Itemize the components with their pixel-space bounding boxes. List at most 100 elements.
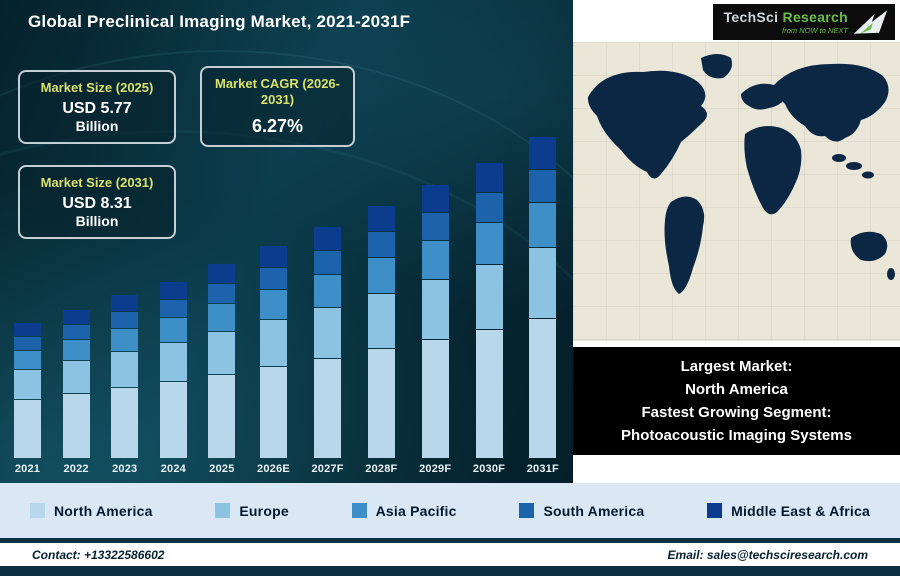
legend-swatch-icon bbox=[707, 503, 723, 518]
legend-label: Asia Pacific bbox=[375, 502, 457, 519]
bar-segment-europe bbox=[159, 343, 187, 381]
footer-bar bbox=[0, 566, 900, 576]
continent-south-america bbox=[664, 196, 705, 294]
legend-item-middle-east-africa: Middle East & Africa bbox=[707, 503, 870, 519]
island bbox=[846, 162, 862, 170]
stacked-bar bbox=[208, 264, 236, 458]
stat-label: Market Size (2031) bbox=[40, 175, 154, 190]
x-axis-label: 2026E bbox=[257, 463, 290, 475]
bar-column-2021: 2021 bbox=[14, 323, 41, 475]
bar-segment-asia-pacific bbox=[14, 351, 41, 369]
bar-segment-middle-east-africa bbox=[111, 295, 139, 311]
x-axis-label: 2028F bbox=[365, 463, 398, 475]
bar-segment-north-america bbox=[259, 367, 287, 458]
stacked-bar bbox=[421, 185, 449, 458]
bar-segment-middle-east-africa bbox=[421, 185, 449, 212]
chart-legend: North America Europe Asia Pacific South Ame… bbox=[0, 483, 900, 538]
highlight-line: North America bbox=[685, 380, 788, 398]
bar-column-2023: 2023 bbox=[111, 295, 139, 475]
bar-segment-europe bbox=[475, 265, 503, 329]
continent-asia bbox=[773, 63, 889, 142]
legend-swatch-icon bbox=[30, 503, 45, 518]
stacked-bar bbox=[475, 163, 503, 458]
legend-swatch-icon bbox=[351, 503, 367, 518]
bar-segment-north-america bbox=[111, 388, 139, 458]
stat-unit: Billion bbox=[75, 213, 119, 230]
x-axis-label: 2030F bbox=[472, 463, 506, 475]
bar-segment-asia-pacific bbox=[529, 203, 557, 247]
bar-segment-europe bbox=[529, 248, 557, 318]
bar-segment-south-america bbox=[314, 251, 342, 274]
highlight-line: Fastest Growing Segment: bbox=[641, 404, 832, 421]
x-axis-label: 2023 bbox=[112, 463, 138, 475]
greenland bbox=[701, 54, 732, 79]
legend-label: South America bbox=[543, 502, 645, 519]
world-map-illustration bbox=[587, 54, 895, 294]
bar-column-2029F: 2029F bbox=[419, 185, 451, 475]
stacked-bar bbox=[314, 227, 342, 458]
bar-segment-europe bbox=[421, 280, 449, 339]
bar-segment-north-america bbox=[62, 394, 90, 458]
highlight-line: Photoacoustic Imaging Systems bbox=[621, 427, 852, 445]
stat-label: Market CAGR (2026-2031) bbox=[215, 76, 340, 108]
logo-arrow-icon bbox=[853, 10, 888, 34]
bar-segment-north-america bbox=[314, 359, 342, 458]
bar-segment-asia-pacific bbox=[367, 258, 395, 293]
stacked-bar bbox=[259, 246, 287, 458]
stat-value: USD 5.77 bbox=[62, 100, 132, 118]
bar-segment-south-america bbox=[421, 213, 449, 240]
logo-brand-primary: TechSci bbox=[723, 9, 779, 25]
stat-unit: Billion bbox=[75, 118, 119, 135]
highlight-box: Largest Market: North America Fastest Gr… bbox=[573, 347, 900, 455]
bar-segment-middle-east-africa bbox=[314, 227, 342, 250]
legend-swatch-icon bbox=[215, 503, 231, 518]
bar-segment-europe bbox=[62, 361, 90, 393]
bar-column-2022: 2022 bbox=[62, 310, 90, 475]
bar-segment-south-america bbox=[62, 325, 90, 339]
legend-swatch-icon bbox=[519, 503, 535, 518]
bar-column-2024: 2024 bbox=[159, 282, 187, 475]
bar-column-2028F: 2028F bbox=[365, 206, 397, 475]
stacked-bar bbox=[367, 206, 395, 458]
legend-label: Europe bbox=[239, 502, 289, 519]
legend-label: Middle East & Africa bbox=[731, 502, 870, 519]
x-axis-label: 2021 bbox=[14, 463, 41, 475]
bar-column-2025: 2025 bbox=[208, 264, 236, 475]
bar-segment-south-america bbox=[529, 170, 557, 202]
continent-north-america bbox=[587, 70, 707, 179]
logo-text: TechSci Research from NOW to NEXT bbox=[724, 9, 848, 35]
bar-segment-europe bbox=[111, 352, 139, 387]
bar-segment-south-america bbox=[14, 337, 41, 350]
x-axis-label: 2024 bbox=[160, 463, 186, 475]
legend-item-north-america: North America bbox=[30, 503, 153, 519]
contact-bar: Contact: +13322586602 Email: sales@techs… bbox=[0, 538, 900, 566]
bar-segment-north-america bbox=[208, 375, 236, 458]
bar-segment-middle-east-africa bbox=[529, 137, 557, 169]
bar-segment-asia-pacific bbox=[475, 223, 503, 264]
bar-segment-north-america bbox=[367, 349, 395, 458]
bar-segment-europe bbox=[14, 370, 41, 399]
new-zealand bbox=[887, 268, 895, 280]
bar-segment-asia-pacific bbox=[62, 340, 90, 360]
bar-segment-asia-pacific bbox=[259, 290, 287, 319]
techsci-logo: TechSci Research from NOW to NEXT bbox=[713, 4, 895, 40]
bar-segment-south-america bbox=[159, 300, 187, 317]
logo-brand: TechSci Research bbox=[724, 9, 848, 25]
bar-segment-asia-pacific bbox=[421, 241, 449, 279]
stacked-bar bbox=[62, 310, 90, 458]
x-axis-label: 2027F bbox=[311, 463, 344, 475]
legend-item-europe: Europe bbox=[215, 502, 289, 519]
bar-segment-south-america bbox=[475, 193, 503, 222]
bar-segment-north-america bbox=[14, 400, 41, 458]
contact-email: Email: sales@techsciresearch.com bbox=[667, 547, 868, 562]
bar-segment-north-america bbox=[421, 340, 449, 458]
page-title: Global Preclinical Imaging Market, 2021-… bbox=[28, 12, 411, 31]
bar-segment-europe bbox=[208, 332, 236, 374]
bar-segment-middle-east-africa bbox=[475, 163, 503, 192]
x-axis-label: 2031F bbox=[526, 463, 559, 475]
bar-segment-middle-east-africa bbox=[208, 264, 236, 283]
legend-item-south-america: South America bbox=[519, 503, 644, 519]
bar-segment-north-america bbox=[529, 319, 557, 458]
x-axis-label: 2022 bbox=[63, 463, 89, 475]
